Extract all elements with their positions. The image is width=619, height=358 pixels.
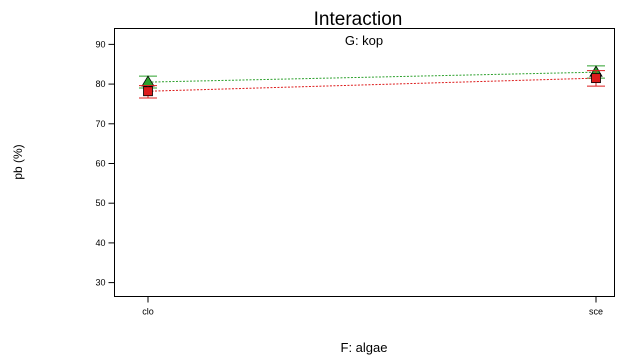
x-tick-label: sce xyxy=(589,307,603,317)
data-point-square xyxy=(591,73,601,84)
y-tick-label: 60 xyxy=(95,158,105,168)
chart-title: Interaction xyxy=(314,9,403,30)
y-tick-label: 80 xyxy=(95,79,105,89)
y-tick-label: 30 xyxy=(95,278,105,288)
panel-label: G: kop xyxy=(345,33,383,48)
series-2 xyxy=(139,70,605,99)
series-layer xyxy=(139,65,605,99)
y-tick-label: 90 xyxy=(95,39,105,49)
plot-frame xyxy=(114,28,615,297)
y-axis-label: pb (%) xyxy=(11,144,25,179)
y-tick-label: 70 xyxy=(95,119,105,129)
series-line xyxy=(147,71,597,83)
x-axis: clo sce xyxy=(142,296,603,317)
y-tick-label: 40 xyxy=(95,238,105,248)
data-point-square xyxy=(143,86,153,97)
y-tick-label: 50 xyxy=(95,198,105,208)
y-axis: 30 40 50 60 70 80 90 xyxy=(95,39,115,288)
data-point-triangle xyxy=(141,75,155,87)
x-tick-label: clo xyxy=(142,307,154,317)
x-axis-label: F: algae xyxy=(341,340,388,355)
series-line xyxy=(147,77,597,92)
